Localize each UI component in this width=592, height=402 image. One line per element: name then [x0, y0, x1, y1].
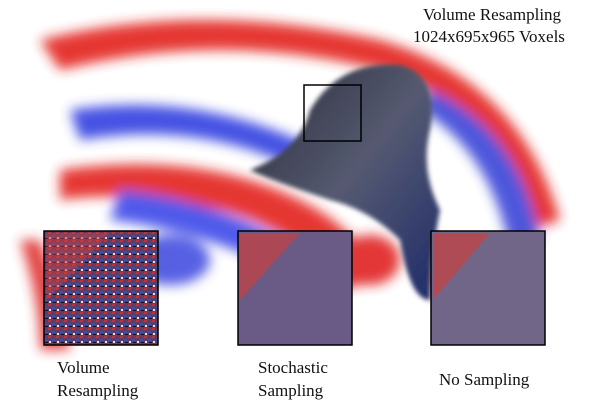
title: Volume Resampling	[423, 3, 561, 26]
figure: Volume Resampling 1024x695x965 Voxels Vo…	[0, 0, 592, 401]
subtitle: 1024x695x965 Voxels	[413, 25, 565, 48]
caption: No Sampling	[439, 368, 529, 391]
caption: Stochastic	[258, 356, 328, 379]
caption: Volume	[57, 356, 110, 379]
caption: Sampling	[258, 379, 323, 402]
caption: Resampling	[57, 379, 138, 402]
insets	[44, 231, 545, 345]
volume-rendering	[0, 0, 592, 401]
